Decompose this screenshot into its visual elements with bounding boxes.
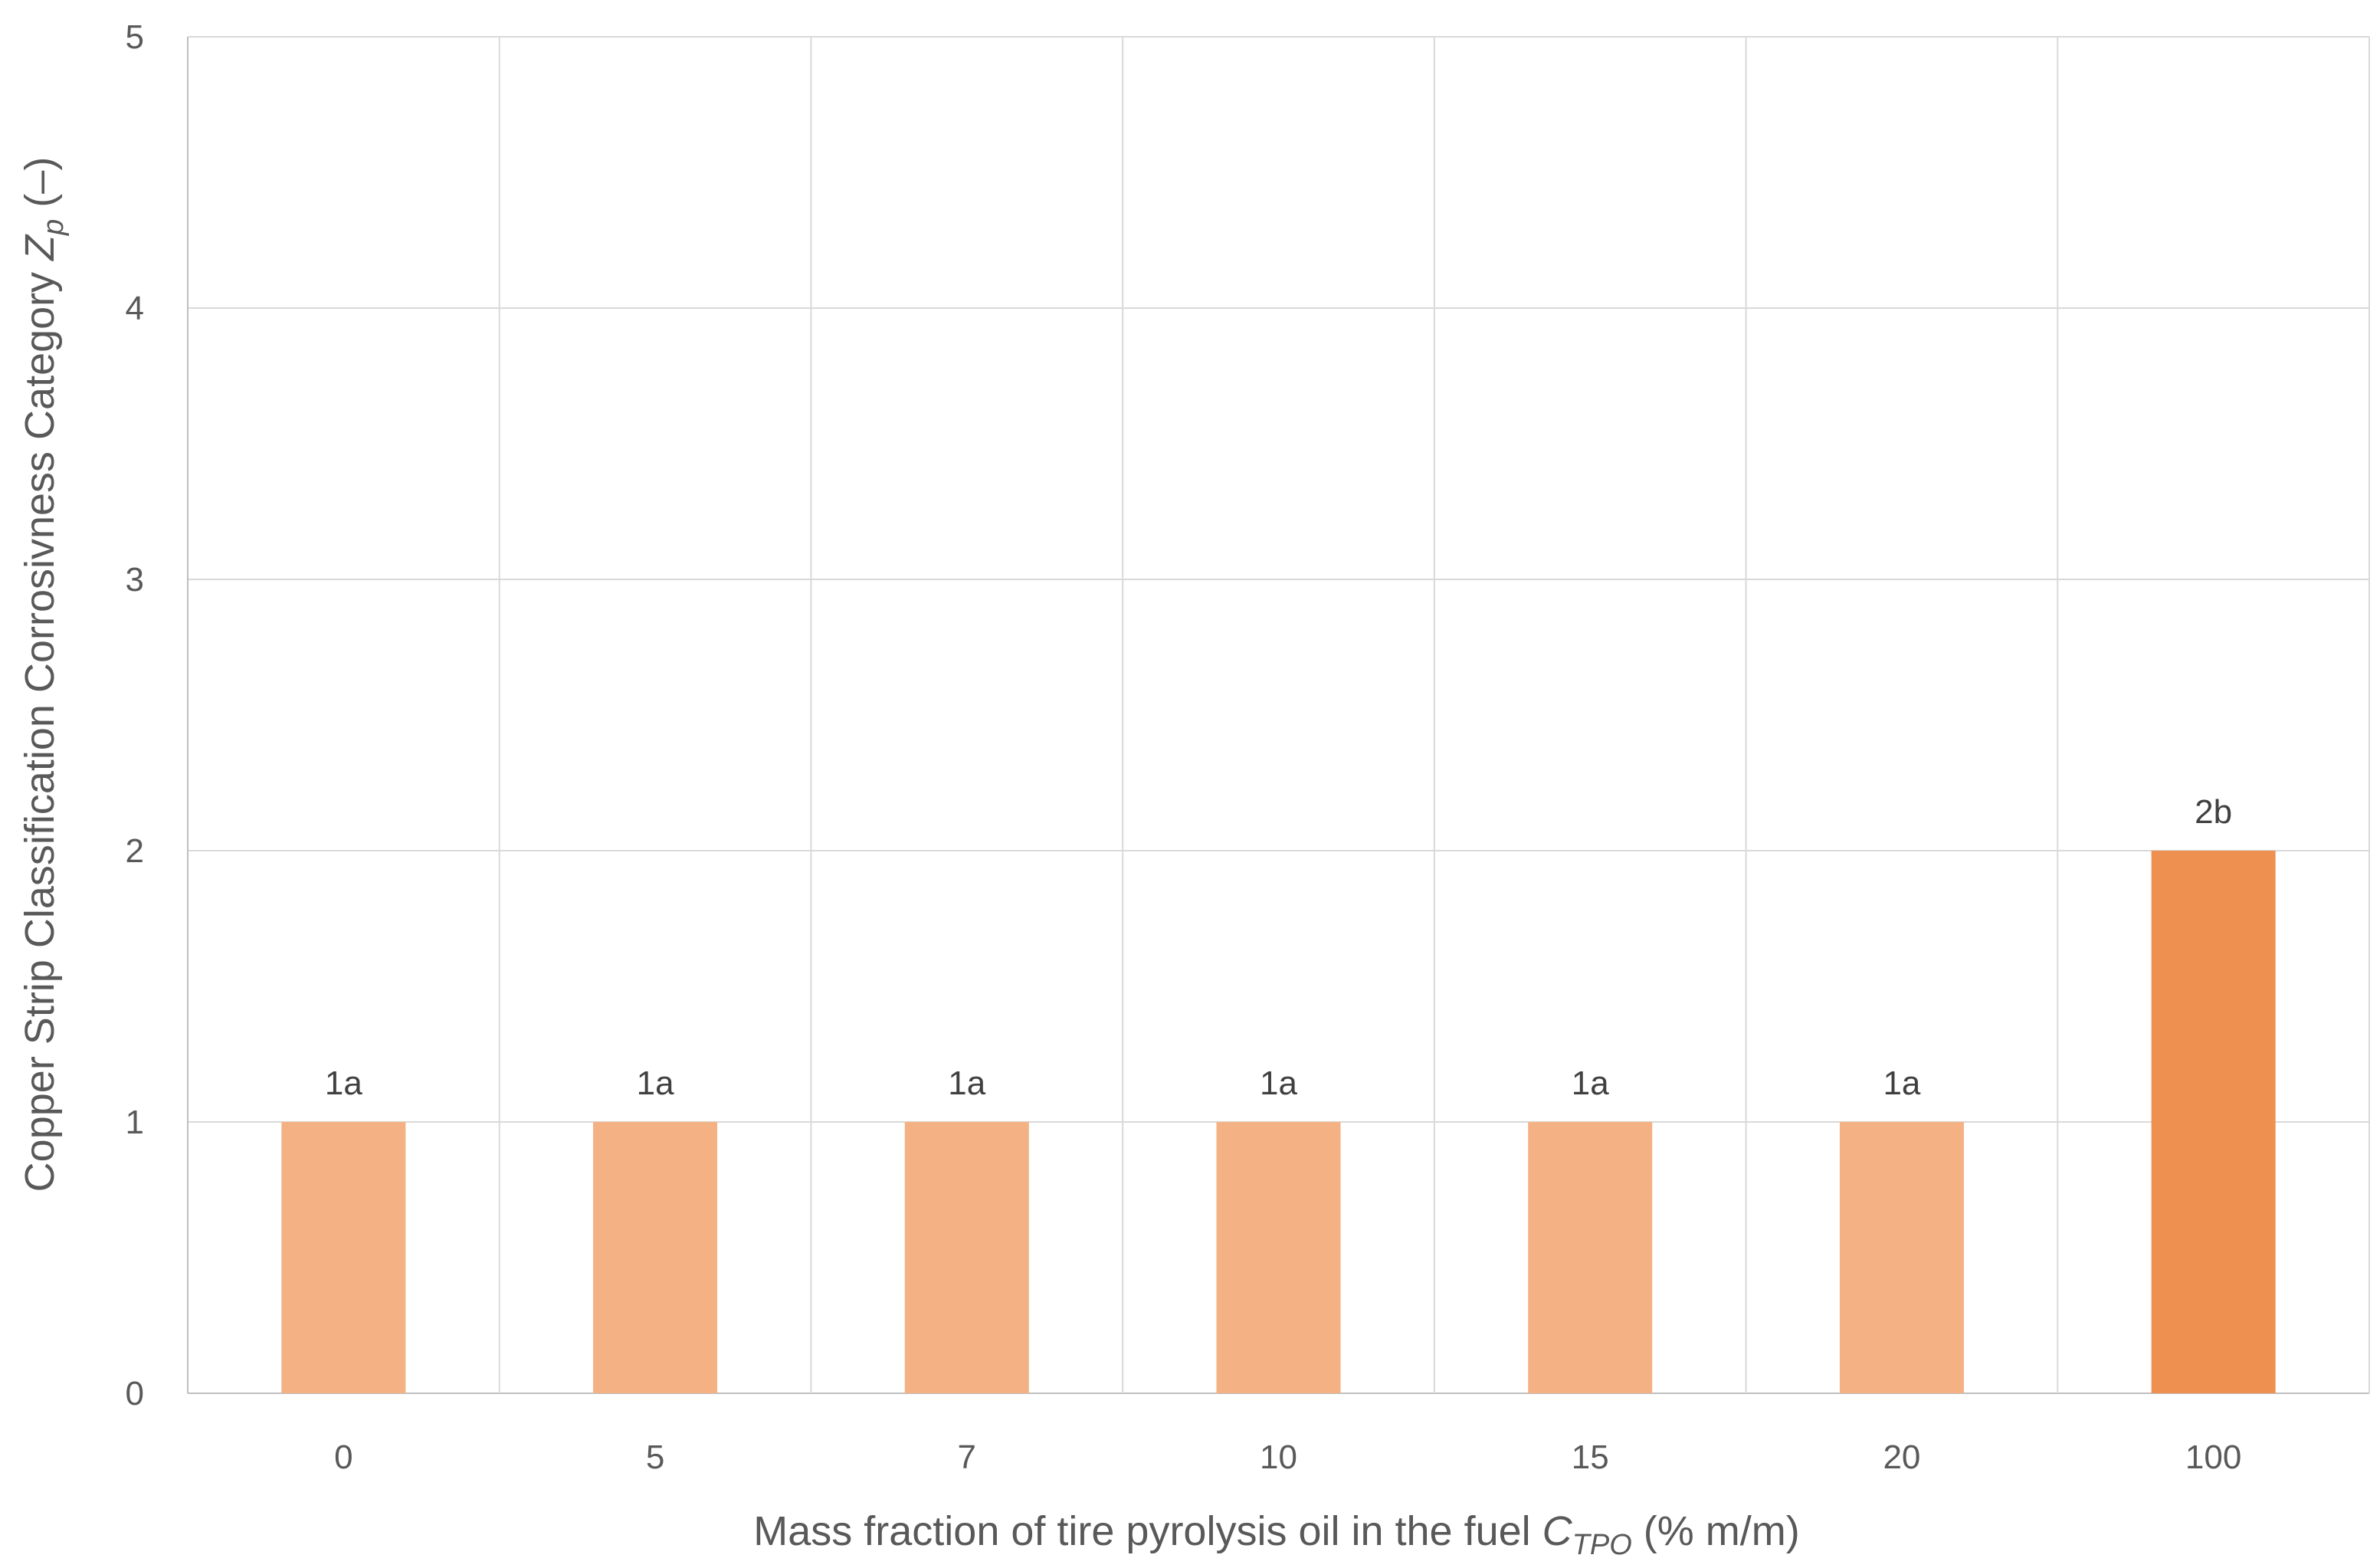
data-label: 1a <box>1572 1064 1609 1102</box>
data-label: 1a <box>948 1064 985 1102</box>
bars-group <box>281 851 2276 1393</box>
data-label: 1a <box>637 1064 674 1102</box>
data-label: 1a <box>1883 1064 1920 1102</box>
grid-lines <box>187 36 2370 1394</box>
y-tick-label: 4 <box>126 290 144 327</box>
x-tick-label: 5 <box>646 1438 664 1476</box>
bar <box>1528 1122 1653 1393</box>
data-label: 2b <box>2195 793 2232 831</box>
x-tick-label: 0 <box>334 1438 352 1476</box>
y-tick-label: 5 <box>126 18 144 56</box>
bar <box>904 1122 1029 1393</box>
x-tick-label: 7 <box>958 1438 976 1476</box>
x-tick-label: 15 <box>1572 1438 1609 1476</box>
bar <box>2151 851 2276 1393</box>
data-labels-group: 1a 1a 1a 1a 1a 1a 2b <box>325 793 2232 1102</box>
x-tick-label: 100 <box>2185 1438 2241 1476</box>
bar <box>1216 1122 1341 1393</box>
y-tick-label: 0 <box>126 1375 144 1412</box>
y-tick-label: 3 <box>126 561 144 599</box>
x-tick-label: 10 <box>1260 1438 1297 1476</box>
y-axis-title: Copper Strip Classification Corrosivness… <box>17 157 70 1192</box>
y-tick-labels: 0 1 2 3 4 5 <box>126 18 144 1412</box>
data-label: 1a <box>1260 1064 1297 1102</box>
bar <box>593 1122 718 1393</box>
x-axis-title: Mass fraction of tire pyrolysis oil in t… <box>753 1508 1799 1561</box>
y-tick-label: 2 <box>126 832 144 870</box>
y-tick-label: 1 <box>126 1104 144 1141</box>
bar <box>281 1122 406 1393</box>
bar <box>1839 1122 1964 1393</box>
x-tick-labels: 0 5 7 10 15 20 100 <box>334 1438 2241 1476</box>
data-label: 1a <box>325 1064 362 1102</box>
x-tick-label: 20 <box>1883 1438 1920 1476</box>
